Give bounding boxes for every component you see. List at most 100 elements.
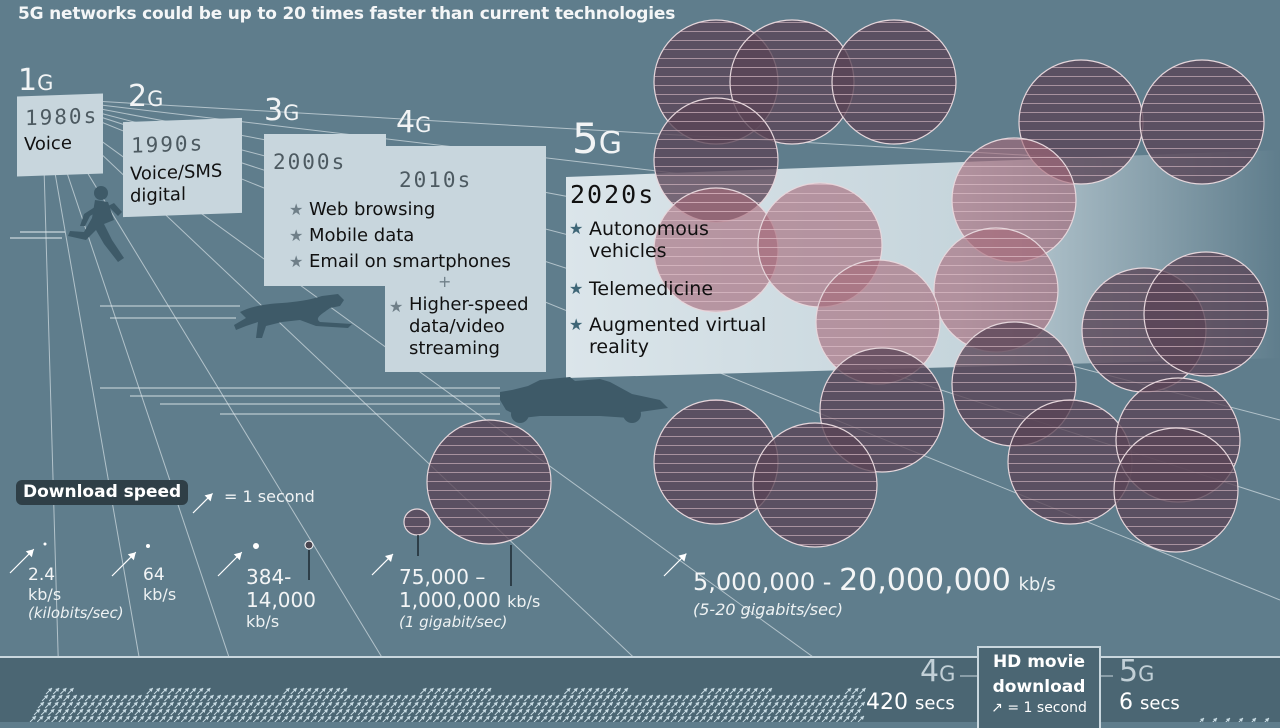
arrow-icon [758, 687, 766, 695]
arrow-icon [188, 701, 196, 709]
arrow-icon [67, 687, 74, 695]
arrow-icon [113, 694, 121, 702]
gen-label-1g: 1G [18, 66, 53, 96]
use-item: ★ Augmented virtual reality [569, 314, 767, 358]
arrow-icon [141, 708, 149, 716]
arrow-icon [311, 701, 318, 709]
arrow-icon [304, 687, 312, 695]
arrow-icon [671, 701, 678, 709]
arrow-icon [477, 687, 485, 695]
arrow-icon [624, 708, 631, 716]
arrow-icon [743, 701, 750, 709]
bubble-stripes [1114, 428, 1238, 552]
arrow-icon [80, 701, 88, 709]
arrow-icon [674, 708, 682, 716]
arrow-icon [455, 701, 462, 709]
arrow-icon [365, 694, 373, 702]
arrow-icon [571, 687, 578, 695]
arrow-icon [606, 701, 614, 709]
arrow-icon [347, 701, 354, 709]
arrow-icon [739, 708, 746, 716]
arrow-icon [498, 701, 506, 709]
arrow-icon [52, 701, 59, 709]
arrow-icon [725, 694, 733, 702]
use-item: ★ Web browsing [289, 199, 436, 220]
arrow-icon [196, 687, 204, 695]
arrow-icon [167, 701, 174, 709]
arrow-icon [703, 708, 710, 716]
arrow-icon [185, 694, 193, 702]
arrow-icon [592, 701, 599, 709]
arrow-icon [52, 687, 60, 695]
arrow-icon [239, 701, 246, 709]
arrow-icon [825, 708, 833, 716]
arrow-icon [272, 694, 279, 702]
arrow-icon [581, 694, 589, 702]
arrow-icon [829, 701, 837, 709]
use-item: ★ Autonomous vehicles [569, 218, 709, 262]
arrow-icon [859, 687, 866, 695]
star-bullet-icon: ★ [289, 200, 304, 219]
bubble-stripes [404, 509, 430, 535]
arrows [9, 492, 687, 577]
arrow-icon [818, 708, 826, 716]
arrow-icon [326, 687, 334, 695]
arrow-icon [292, 708, 300, 716]
arrow-icon [800, 701, 808, 709]
arrow-icon [600, 687, 607, 695]
bubble-stripes [427, 420, 551, 544]
arrow-icon [55, 708, 62, 716]
arrow-icon [420, 687, 427, 695]
hd-legend: ↗ = 1 second [991, 700, 1087, 716]
arrow-icon [429, 708, 437, 716]
arrow-icon [368, 701, 376, 709]
arrow-icon [790, 694, 798, 702]
arrow-icon [340, 701, 347, 709]
arrow-icon [718, 694, 726, 702]
dot-3g-max [304, 540, 314, 550]
arrow-icon [192, 708, 199, 716]
arrow-icon [95, 701, 102, 709]
bubble-stripes [654, 188, 778, 312]
arrow-icon [656, 701, 664, 709]
arrow-icon [584, 701, 592, 709]
arrow-icon [772, 701, 779, 709]
arrow-icon [728, 701, 736, 709]
arrow-icon [379, 708, 386, 716]
arrow-icon [566, 708, 574, 716]
star-bullet-icon: ★ [289, 252, 304, 271]
arrow-icon [325, 701, 333, 709]
arrow-icon [156, 694, 164, 702]
arrow-icon [343, 708, 350, 716]
arrow-icon [480, 694, 488, 702]
arrow-icon [750, 701, 758, 709]
arrow-icon [401, 694, 409, 702]
arrow-icon [854, 708, 862, 716]
arrow-icon [667, 708, 674, 716]
arrow-icon [426, 701, 434, 709]
arrow-icon [596, 694, 603, 702]
arrow-icon [729, 687, 737, 695]
arrow-icon [724, 708, 732, 716]
arrow-icon [512, 701, 520, 709]
arrow-icon [753, 708, 761, 716]
arrow-icon [458, 708, 466, 716]
arrow-icon [383, 701, 390, 709]
speed-3g: 384- 14,000 kb/s [246, 565, 316, 632]
arrow-icon [472, 708, 480, 716]
gen-number: 4 [396, 105, 416, 140]
arrow-icon [563, 701, 570, 709]
arrow-icon [319, 687, 326, 695]
arrow-icon [131, 701, 138, 709]
arrow-icon [836, 701, 844, 709]
arrow-icon [357, 708, 365, 716]
arrow-icon [768, 708, 775, 716]
bubble-stripes [1008, 400, 1132, 524]
arrow-icon [588, 708, 595, 716]
arrow-icon [63, 694, 70, 702]
arrow-icon [300, 694, 308, 702]
arrow-icon [105, 708, 113, 716]
arrow-icon [164, 694, 171, 702]
speed-4g: 75,000 – 1,000,000 kb/s (1 gigabit/sec) [399, 565, 541, 632]
arrow-icon [404, 701, 412, 709]
